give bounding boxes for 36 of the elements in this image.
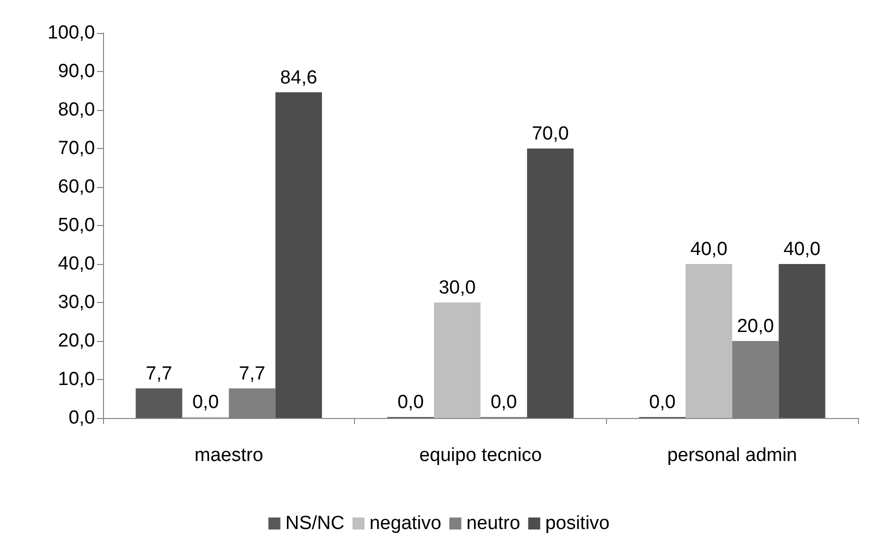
bar [527,148,574,418]
data-label: 20,0 [736,316,774,337]
bar [136,388,182,418]
data-label: 0,0 [649,392,676,413]
bar [275,92,322,418]
y-tick-label: 0,0 [68,408,95,428]
y-tick-label: 10,0 [58,369,95,390]
data-label: 0,0 [490,392,517,413]
legend-label: negativo [369,513,442,534]
y-tick-label: 50,0 [58,215,95,236]
y-tick-label: 70,0 [58,138,95,159]
data-label: 30,0 [438,278,476,298]
data-label: 0,0 [192,392,219,413]
y-tick-label: 90,0 [58,61,95,82]
y-tick-label: 100,0 [47,22,95,44]
x-tick-label: personal admin [667,445,798,466]
bar [686,264,732,418]
y-tick-label: 60,0 [58,176,95,198]
data-label: 0,0 [397,392,424,413]
data-label: 84,6 [280,67,318,88]
y-tick-label: 40,0 [58,254,95,274]
y-tick-label: 30,0 [58,292,95,313]
data-label: 40,0 [784,239,820,260]
data-label: 7,7 [238,363,266,384]
data-label: 40,0 [690,239,728,260]
x-tick-label: equipo tecnico [419,445,542,466]
data-label: 7,7 [146,363,172,384]
bar [778,264,826,418]
y-tick-label: 20,0 [58,330,95,352]
legend-label: neutro [466,513,520,534]
bar [434,302,480,418]
legend-label: positivo [545,513,610,534]
data-label: 70,0 [532,124,569,144]
y-tick-label: 80,0 [58,100,95,120]
legend-label: NS/NC [285,513,344,534]
x-tick-label: maestro [194,445,264,466]
